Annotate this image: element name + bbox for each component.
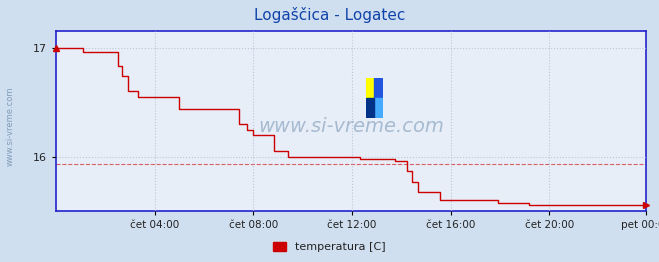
Text: Logaščica - Logatec: Logaščica - Logatec — [254, 7, 405, 23]
Bar — [366, 98, 374, 118]
Text: www.si-vreme.com: www.si-vreme.com — [5, 86, 14, 166]
Text: www.si-vreme.com: www.si-vreme.com — [258, 117, 444, 136]
Bar — [374, 98, 383, 118]
Legend: temperatura [C]: temperatura [C] — [269, 237, 390, 256]
Bar — [374, 78, 383, 98]
Bar — [366, 78, 374, 98]
